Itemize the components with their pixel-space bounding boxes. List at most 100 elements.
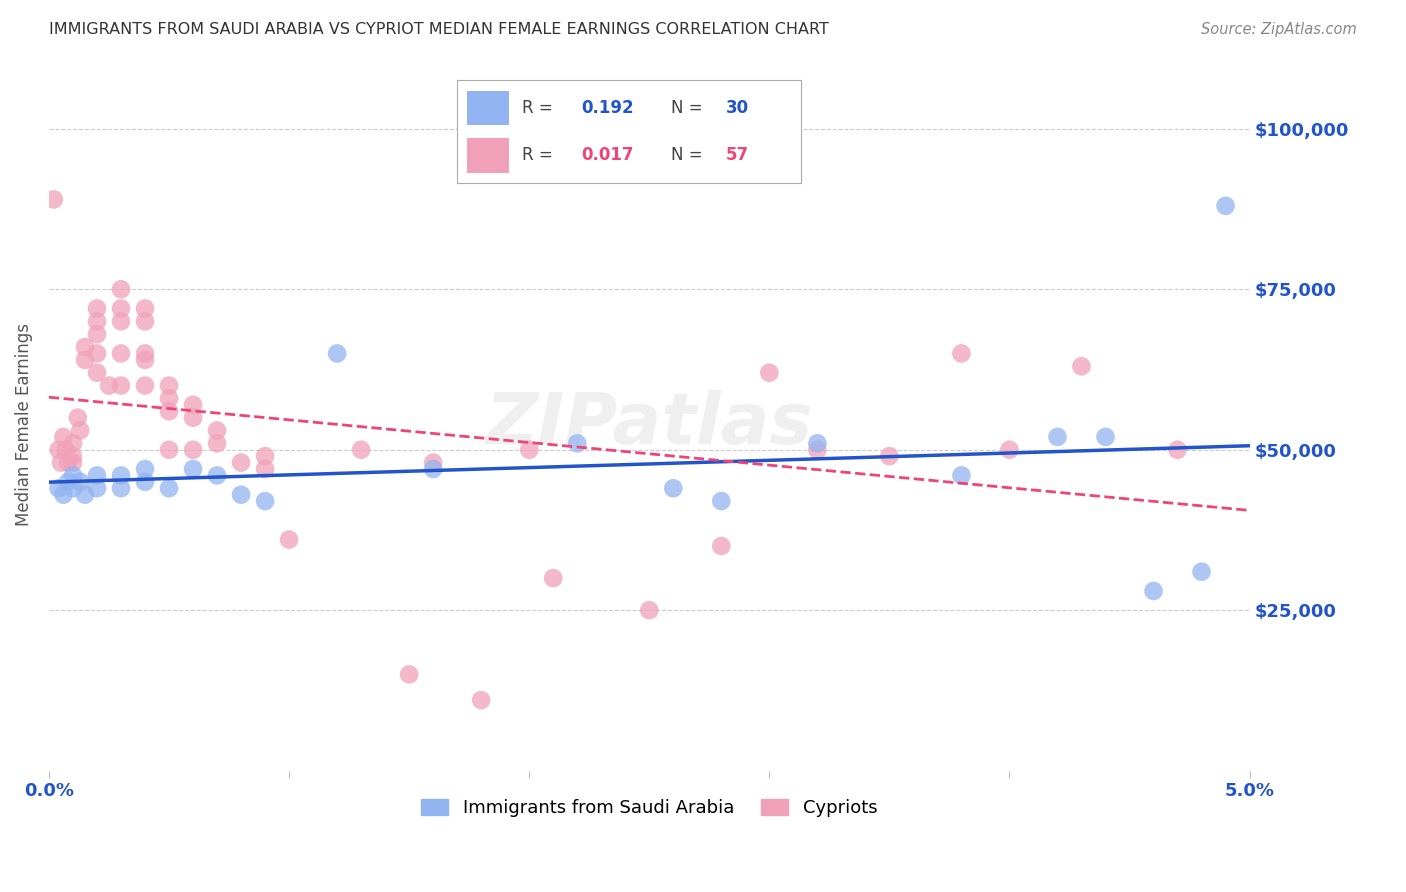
Point: [86, 301, 108, 316]
Point: [998, 442, 1021, 457]
Point: [73, 352, 96, 367]
Point: [1070, 359, 1092, 374]
Legend: Immigrants from Saudi Arabia, Cypriots: Immigrants from Saudi Arabia, Cypriots: [413, 791, 884, 824]
Point: [398, 667, 420, 681]
Point: [950, 468, 973, 483]
Point: [567, 436, 589, 450]
Point: [1191, 565, 1213, 579]
Point: [181, 410, 204, 425]
Point: [56, 456, 79, 470]
Point: [422, 462, 444, 476]
Point: [110, 282, 132, 296]
Point: [541, 571, 564, 585]
Text: 57: 57: [725, 146, 749, 164]
Point: [55, 442, 77, 457]
Point: [52, 488, 75, 502]
Point: [1167, 442, 1189, 457]
Point: [229, 488, 252, 502]
Point: [879, 449, 901, 463]
Point: [1142, 584, 1164, 599]
Point: [326, 346, 349, 360]
Point: [1215, 199, 1237, 213]
Point: [806, 436, 828, 450]
Point: [62, 468, 84, 483]
Point: [134, 475, 156, 489]
Text: ZIPatlas: ZIPatlas: [485, 390, 813, 458]
Point: [69, 424, 91, 438]
Point: [98, 378, 121, 392]
Point: [62, 436, 84, 450]
Point: [62, 481, 84, 495]
Point: [48, 481, 70, 495]
Point: [350, 442, 373, 457]
Point: [710, 494, 733, 508]
Point: [181, 462, 204, 476]
Point: [205, 468, 228, 483]
Point: [73, 488, 96, 502]
Point: [73, 340, 96, 354]
Point: [758, 366, 780, 380]
Point: [157, 378, 180, 392]
Point: [278, 533, 301, 547]
Point: [134, 314, 156, 328]
Y-axis label: Median Female Earnings: Median Female Earnings: [15, 323, 32, 525]
Point: [134, 462, 156, 476]
Point: [157, 442, 180, 457]
Text: 0.192: 0.192: [581, 99, 634, 117]
Point: [422, 456, 444, 470]
Point: [62, 449, 84, 463]
Point: [86, 481, 108, 495]
Point: [950, 346, 973, 360]
Point: [517, 442, 540, 457]
Point: [254, 462, 277, 476]
Point: [638, 603, 661, 617]
Point: [1094, 430, 1116, 444]
Text: 30: 30: [725, 99, 749, 117]
Text: N =: N =: [671, 99, 707, 117]
Bar: [467, 91, 509, 126]
Point: [110, 314, 132, 328]
Point: [56, 475, 79, 489]
Point: [205, 436, 228, 450]
Point: [69, 475, 91, 489]
Point: [110, 346, 132, 360]
Text: R =: R =: [523, 146, 558, 164]
Point: [157, 481, 180, 495]
Point: [48, 442, 70, 457]
Point: [470, 693, 492, 707]
Point: [52, 430, 75, 444]
Point: [49, 456, 72, 470]
Point: [86, 346, 108, 360]
Point: [134, 378, 156, 392]
Text: R =: R =: [523, 99, 558, 117]
Point: [1046, 430, 1069, 444]
Point: [181, 398, 204, 412]
Point: [254, 449, 277, 463]
Point: [157, 404, 180, 418]
Point: [62, 456, 84, 470]
Point: [86, 468, 108, 483]
Point: [229, 456, 252, 470]
Bar: [467, 137, 509, 173]
Point: [42, 193, 65, 207]
Point: [181, 442, 204, 457]
Point: [110, 481, 132, 495]
Point: [157, 392, 180, 406]
Point: [134, 346, 156, 360]
Point: [662, 481, 685, 495]
Point: [86, 314, 108, 328]
Text: Source: ZipAtlas.com: Source: ZipAtlas.com: [1201, 22, 1357, 37]
Point: [134, 352, 156, 367]
Point: [710, 539, 733, 553]
Text: IMMIGRANTS FROM SAUDI ARABIA VS CYPRIOT MEDIAN FEMALE EARNINGS CORRELATION CHART: IMMIGRANTS FROM SAUDI ARABIA VS CYPRIOT …: [49, 22, 830, 37]
Point: [110, 301, 132, 316]
Text: 0.017: 0.017: [581, 146, 634, 164]
Point: [806, 442, 828, 457]
Point: [134, 301, 156, 316]
Point: [86, 327, 108, 342]
Point: [86, 366, 108, 380]
Point: [110, 468, 132, 483]
Text: N =: N =: [671, 146, 707, 164]
Point: [110, 378, 132, 392]
Point: [205, 424, 228, 438]
